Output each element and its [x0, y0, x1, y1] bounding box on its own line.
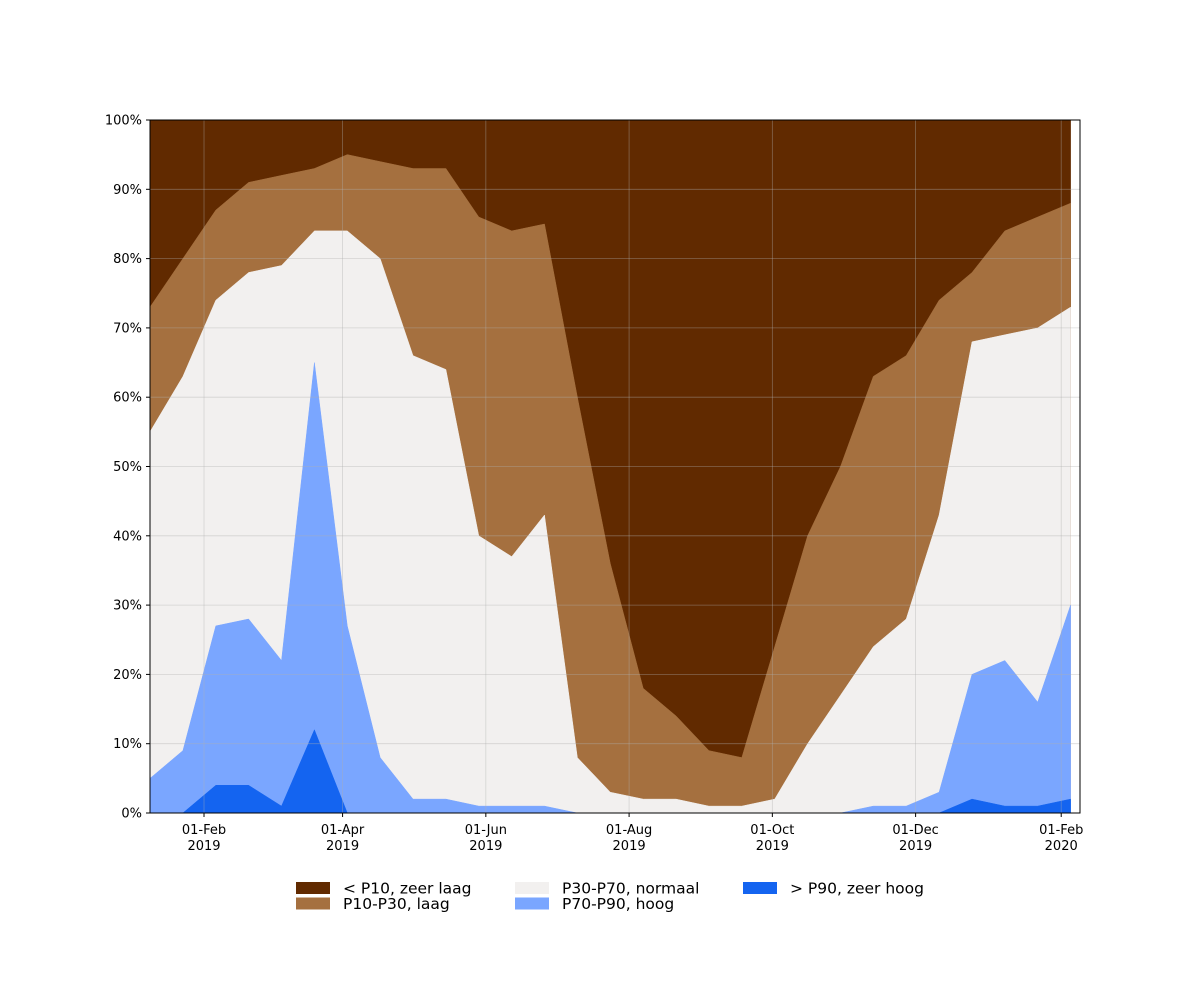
- x-tick-label: 01-Oct 2019: [750, 823, 794, 854]
- plot-frame: [149, 119, 1081, 814]
- area: [149, 230, 1071, 814]
- x-tick-label: 01-Jun 2019: [465, 823, 507, 854]
- x-tick-label: 01-Apr 2019: [321, 823, 365, 854]
- legend-swatch: [296, 882, 330, 894]
- legend-label: < P10, zeer laag: [343, 880, 472, 898]
- x-tick-label-line: 2019: [326, 839, 359, 854]
- x-tick-label-line: 01-Feb: [182, 823, 226, 838]
- x-tick-label-line: 01-Dec: [892, 823, 938, 838]
- x-tick-label-line: 2019: [899, 839, 932, 854]
- x-tick-label-line: 2019: [613, 839, 646, 854]
- legend-label: > P90, zeer hoog: [790, 880, 924, 898]
- x-tick-label: 01-Feb 2020: [1039, 823, 1083, 854]
- y-tick-label: 50%: [113, 460, 142, 475]
- x-tick-label-line: 2019: [756, 839, 789, 854]
- legend-label: P70-P90, hoog: [562, 895, 674, 913]
- y-tick-label: 40%: [113, 529, 142, 544]
- x-tick-label-line: 2019: [469, 839, 502, 854]
- legend-label: P30-P70, normaal: [562, 880, 699, 898]
- legend-swatch: [515, 897, 549, 910]
- y-tick-label: 80%: [113, 252, 142, 267]
- legend-swatch: [296, 897, 330, 910]
- y-tick-label: 10%: [113, 737, 142, 752]
- x-tick-label-line: 01-Feb: [1039, 823, 1083, 838]
- y-tick-label: 100%: [105, 114, 142, 129]
- x-tick-label-line: 2020: [1045, 839, 1078, 854]
- x-tick-label: 01-Feb 2019: [182, 823, 226, 854]
- x-tick-label-line: 01-Oct: [750, 823, 794, 838]
- legend-swatch: [743, 882, 777, 894]
- y-tick-label: 60%: [113, 391, 142, 406]
- y-tick-label: 0%: [121, 807, 142, 822]
- y-tick-label: 20%: [113, 668, 142, 683]
- x-tick-label-line: 2019: [187, 839, 220, 854]
- y-tick-label: 30%: [113, 599, 142, 614]
- x-tick-label: 01-Aug 2019: [606, 823, 652, 854]
- y-tick-label: 70%: [113, 321, 142, 336]
- x-tick-label: 01-Dec 2019: [892, 823, 938, 854]
- x-tick-label-line: 01-Jun: [465, 823, 507, 838]
- x-tick-label-line: 01-Apr: [321, 823, 365, 838]
- legend-swatch: [515, 882, 549, 894]
- y-tick-label: 90%: [113, 183, 142, 198]
- legend-label: P10-P30, laag: [343, 895, 450, 913]
- x-tick-label-line: 01-Aug: [606, 823, 652, 838]
